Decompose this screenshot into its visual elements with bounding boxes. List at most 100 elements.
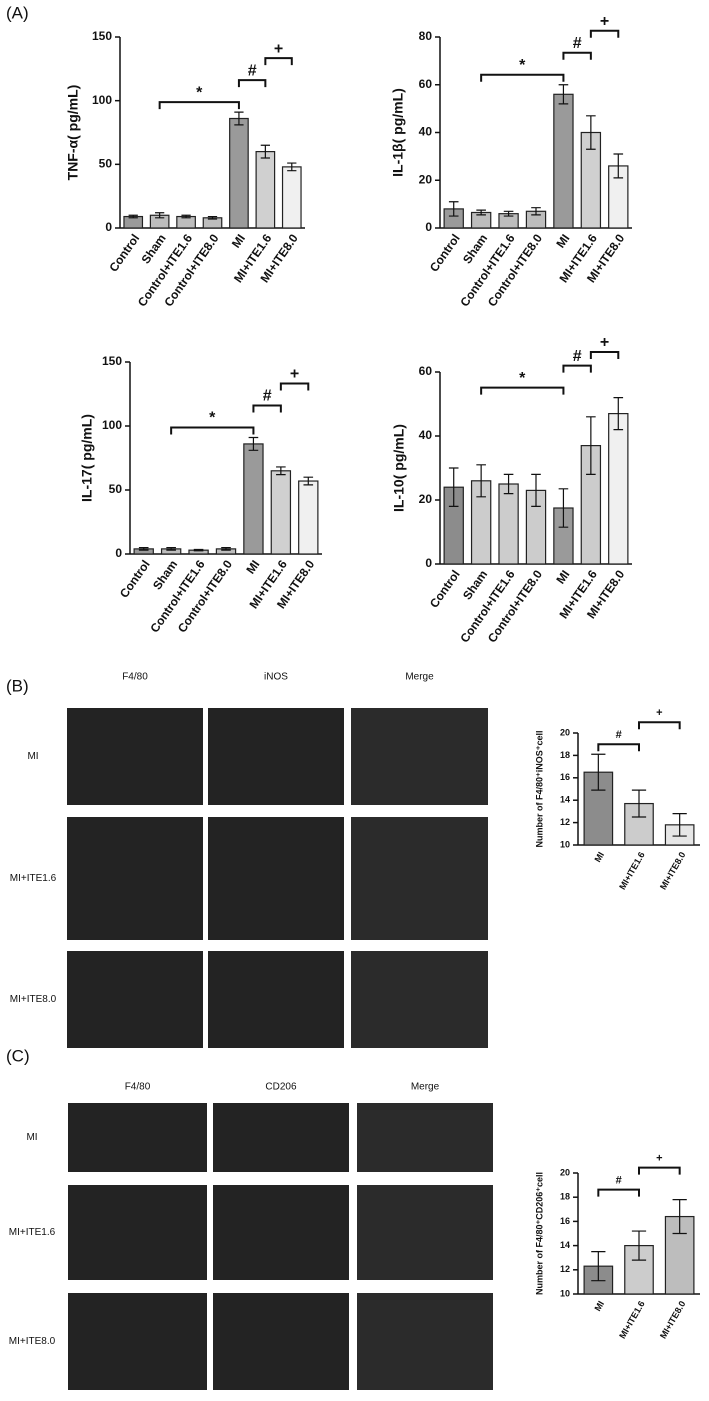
y-tick-label: 40	[419, 428, 433, 442]
significance-bracket	[480, 73, 565, 82]
y-tick-label: 10	[560, 1288, 570, 1298]
micrograph	[67, 817, 203, 940]
significance-mark: +	[656, 707, 662, 719]
micrograph	[351, 817, 488, 940]
error-bar	[287, 162, 297, 172]
y-tick-label: 20	[419, 172, 433, 186]
significance-bracket	[562, 51, 592, 60]
x-tick-label: MI	[553, 568, 572, 587]
significance-mark: *	[209, 410, 216, 427]
micrograph	[357, 1185, 493, 1280]
y-tick-label: 16	[560, 1216, 570, 1226]
micrograph	[351, 708, 488, 805]
column-label: CD206	[265, 1082, 297, 1093]
significance-bracket	[480, 386, 565, 395]
significance-mark: +	[290, 366, 299, 383]
row-label: MI	[26, 1132, 37, 1143]
micrograph	[208, 708, 344, 805]
micrograph	[213, 1103, 349, 1172]
y-tick-label: 100	[102, 418, 122, 432]
error-bar	[613, 153, 624, 179]
x-tick-label: MI+ITE8.0	[658, 850, 688, 891]
y-tick-label: 20	[560, 727, 570, 737]
error-bar	[503, 210, 514, 217]
y-tick-label: 60	[419, 364, 433, 378]
x-tick-label: Control	[106, 232, 142, 275]
significance-bracket	[158, 101, 240, 110]
y-tick-label: 18	[560, 1192, 570, 1202]
panel-label: (B)	[6, 676, 29, 695]
significance-bracket	[562, 364, 592, 373]
bar	[281, 166, 302, 229]
bar	[270, 470, 292, 555]
error-bar	[613, 397, 624, 431]
error-bar	[531, 207, 541, 216]
error-bar	[476, 464, 486, 498]
micrograph	[357, 1103, 493, 1172]
y-axis-label: Number of F4/80⁺CD206⁺cell	[534, 1172, 544, 1295]
error-bar	[138, 547, 149, 551]
significance-mark: +	[600, 334, 609, 351]
y-axis-label: IL-17( pg/mL)	[79, 414, 95, 502]
error-bar	[448, 467, 459, 507]
error-bar	[166, 547, 176, 551]
significance-bracket	[252, 404, 282, 413]
micrograph	[208, 817, 344, 940]
panel-label: (A)	[6, 3, 29, 22]
x-tick-label: Control	[427, 568, 463, 611]
significance-mark: #	[573, 35, 582, 52]
y-tick-label: 0	[115, 546, 122, 560]
significance-mark: #	[248, 62, 257, 79]
bar	[243, 443, 264, 555]
micrograph	[68, 1185, 207, 1280]
row-label: MI+ITE8.0	[9, 1336, 56, 1347]
row-label: MI+ITE1.6	[9, 1227, 56, 1238]
y-tick-label: 80	[419, 29, 433, 43]
significance-mark: #	[616, 1175, 622, 1187]
significance-mark: +	[274, 40, 283, 57]
y-tick-label: 12	[560, 817, 570, 827]
bar	[255, 151, 276, 229]
significance-bracket	[597, 1188, 640, 1197]
error-bar	[155, 212, 165, 219]
error-bar	[276, 466, 286, 476]
y-tick-label: 12	[560, 1264, 570, 1274]
y-axis-label: IL-10( pg/mL)	[391, 424, 407, 512]
x-tick-label: Control	[117, 558, 153, 601]
bar	[229, 117, 249, 229]
column-label: Merge	[405, 672, 434, 683]
error-bar	[193, 548, 204, 552]
significance-bracket	[589, 351, 620, 359]
significance-bracket	[237, 79, 267, 88]
error-bar	[128, 214, 138, 219]
x-tick-label: MI	[243, 558, 262, 577]
row-label: MI+ITE1.6	[10, 873, 57, 884]
x-tick-label: MI+ITE1.6	[617, 1299, 647, 1340]
error-bar	[476, 209, 486, 216]
significance-mark: +	[600, 13, 609, 30]
x-tick-label: MI	[229, 232, 248, 251]
y-tick-label: 0	[425, 220, 432, 234]
y-tick-label: 20	[560, 1167, 570, 1177]
y-tick-label: 40	[419, 125, 433, 139]
error-bar	[672, 813, 687, 837]
significance-mark: *	[196, 84, 203, 101]
micrograph	[208, 951, 344, 1048]
significance-mark: #	[616, 729, 622, 741]
y-tick-label: 0	[425, 556, 432, 570]
micrograph	[213, 1185, 349, 1280]
micrograph	[68, 1293, 207, 1390]
y-tick-label: 60	[419, 77, 433, 91]
y-tick-label: 0	[105, 220, 112, 234]
error-bar	[631, 1230, 647, 1261]
significance-mark: #	[573, 348, 582, 365]
significance-bracket	[597, 743, 640, 752]
bar	[498, 483, 519, 565]
column-label: iNOS	[264, 672, 288, 683]
micrograph	[213, 1293, 349, 1390]
significance-bracket	[638, 721, 681, 730]
row-label: MI	[27, 751, 38, 762]
error-bar	[503, 473, 514, 495]
error-bar	[234, 111, 244, 126]
